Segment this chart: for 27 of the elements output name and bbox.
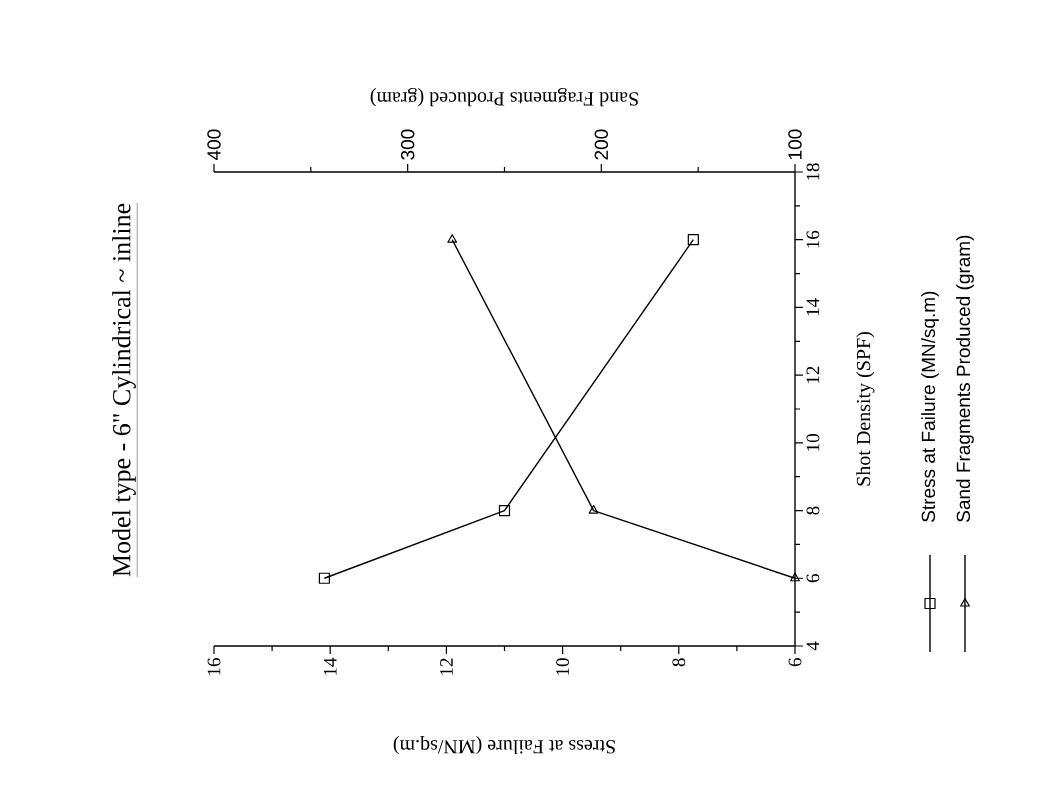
y-tick-label: 12: [806, 366, 820, 383]
x-tick-label: 6: [788, 658, 802, 667]
x-tick-label: 12: [440, 658, 453, 675]
x-tick-label: 16: [207, 658, 221, 675]
x-tick-label: 14: [323, 657, 337, 675]
x2-tick-label: 400: [207, 129, 221, 161]
x2-tick-label: 300: [400, 129, 415, 160]
point: [687, 234, 699, 246]
point: [498, 504, 511, 517]
x-tick-label: 8: [672, 658, 686, 667]
text: Sand Fragments Produced (gram): [956, 235, 974, 522]
x-tick-label: 10: [556, 658, 570, 675]
y-axis-title: Shot Density (SPF): [856, 332, 875, 486]
text: Stress at Failure (MN/sq.m): [921, 291, 939, 522]
x2-axis-title: Sand Fragments Produced (gram): [370, 88, 638, 107]
y-tick-label: 14: [806, 298, 820, 316]
text: Model type - 6" Cylindrical ~ inline: [112, 203, 136, 577]
x2-tick-label: 200: [594, 129, 609, 160]
y-tick-label: 16: [806, 230, 820, 248]
y-tick-label: 10: [806, 434, 820, 451]
y-tick-label: 8: [806, 506, 820, 515]
y-tick-label: 4: [806, 641, 820, 651]
x2-tick-label: 100: [788, 129, 802, 160]
x-axis-title: Stress at Failure (MN/sq.m): [393, 735, 615, 755]
y-tick-label: 18: [806, 163, 820, 180]
point: [318, 572, 330, 584]
y-tick-label: 6: [806, 574, 820, 583]
